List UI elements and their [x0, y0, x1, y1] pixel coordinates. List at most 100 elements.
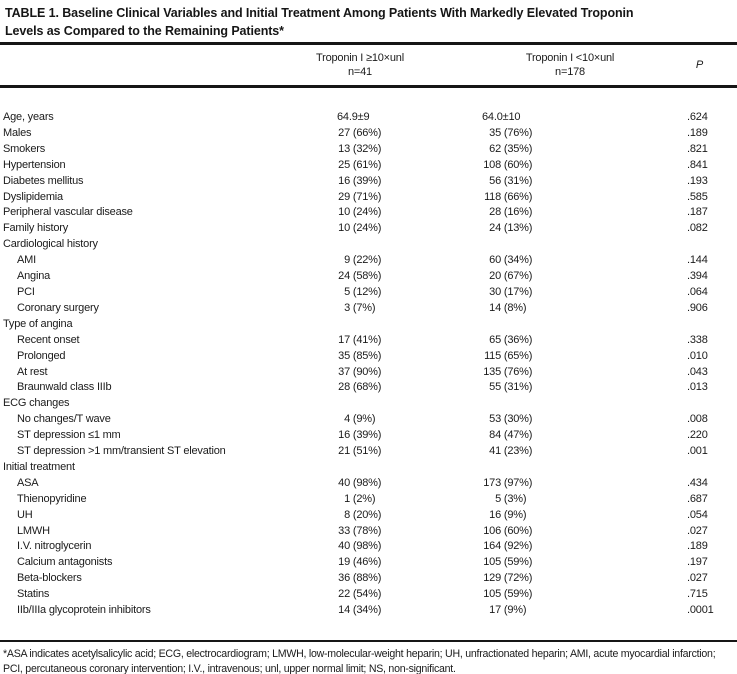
table-row: PCI 5 (12%) 30 (17%) .064 — [0, 285, 737, 301]
value-troponin-high: 9 (22%) — [332, 253, 482, 269]
value-troponin-high: 37 (90%) — [332, 365, 482, 381]
percent-value: (24%) — [350, 222, 382, 235]
percent-value: (30%) — [501, 413, 533, 426]
value-troponin-low: 115 (65%) — [482, 349, 682, 365]
percent-value: (8%) — [501, 301, 527, 314]
count-value: 10 — [338, 206, 350, 219]
percent-value: (65%) — [501, 349, 533, 362]
table-row: Smokers 13 (32%) 62 (35%) .821 — [0, 142, 737, 158]
value-troponin-low: 55 (31%) — [482, 380, 682, 396]
percent-value: (7%) — [350, 301, 376, 314]
count-value: 25 — [338, 158, 350, 171]
percent-value: (35%) — [501, 142, 533, 155]
value-troponin-high: 25 (61%) — [332, 158, 482, 174]
row-label: ST depression ≤1 mm — [17, 429, 121, 442]
table-row: Dyslipidemia 29 (71%) 118 (66%) .585 — [0, 190, 737, 206]
value-troponin-low: 5 (3%) — [482, 492, 682, 508]
value-troponin-high: 8 (20%) — [332, 508, 482, 524]
count-value: 8 — [344, 508, 350, 521]
table-row: ST depression ≤1 mm 16 (39%) 84 (47%) .220 — [0, 428, 737, 444]
percent-value: (72%) — [501, 572, 533, 585]
row-label: Smokers — [3, 142, 45, 155]
count-value: 135 — [483, 365, 501, 378]
count-value: 106 — [483, 524, 501, 537]
table-row: Prolonged 35 (85%) 115 (65%) .010 — [0, 349, 737, 365]
row-label: Diabetes mellitus — [3, 174, 84, 187]
table-row: Calcium antagonists 19 (46%) 105 (59%) .197 — [0, 555, 737, 571]
count-value: 24 — [489, 222, 501, 235]
section-header-row: Cardiological history — [0, 237, 737, 253]
percent-value: (9%) — [501, 508, 527, 521]
row-label: Age, years — [3, 111, 54, 123]
value-troponin-high — [332, 460, 482, 476]
table-row: UH 8 (20%) 16 (9%) .054 — [0, 508, 737, 524]
row-label: Hypertension — [3, 158, 66, 171]
header-troponin-high: Troponin I ≥10×unl n=41 — [316, 43, 482, 88]
p-value: .841 — [687, 158, 708, 171]
count-value: 129 — [483, 572, 501, 585]
percent-value: (92%) — [501, 540, 533, 553]
row-label: LMWH — [17, 524, 50, 537]
value-troponin-high: 17 (41%) — [332, 333, 482, 349]
count-value: 65 — [489, 333, 501, 346]
table-row: Age, years 64.9±9 64.0±10 .624 — [0, 110, 737, 126]
value-troponin-low: 64.0±10 — [482, 110, 682, 126]
count-value: 16 — [338, 429, 350, 442]
count-value: 30 — [489, 285, 501, 298]
percent-value: (36%) — [501, 333, 533, 346]
count-value: 35 — [338, 349, 350, 362]
p-value: .027 — [687, 524, 708, 537]
p-value: .082 — [687, 222, 708, 235]
count-value: 53 — [489, 413, 501, 426]
value-troponin-low: 30 (17%) — [482, 285, 682, 301]
value-troponin-high: 19 (46%) — [332, 555, 482, 571]
table-row: I.V. nitroglycerin 40 (98%) 164 (92%) .189 — [0, 539, 737, 555]
percent-value: (16%) — [501, 206, 533, 219]
value-troponin-low: 105 (59%) — [482, 587, 682, 603]
header-row: Troponin I ≥10×unl n=41 Troponin I <10×u… — [0, 43, 737, 88]
percent-value: (66%) — [350, 126, 382, 139]
table-row: Coronary surgery 3 (7%) 14 (8%) .906 — [0, 301, 737, 317]
row-label: No changes/T wave — [17, 413, 111, 426]
percent-value: (46%) — [350, 556, 382, 569]
value-troponin-low: 28 (16%) — [482, 205, 682, 221]
percent-value: (98%) — [350, 476, 382, 489]
value-troponin-low: 14 (8%) — [482, 301, 682, 317]
table-row: Recent onset 17 (41%) 65 (36%) .338 — [0, 333, 737, 349]
row-label: AMI — [17, 254, 36, 267]
count-value: 64.0±10 — [482, 111, 521, 123]
count-value: 60 — [489, 254, 501, 267]
section-header-row: Initial treatment — [0, 460, 737, 476]
percent-value: (41%) — [350, 333, 382, 346]
row-label: ST depression >1 mm/transient ST elevati… — [17, 445, 226, 458]
p-column-label: P — [695, 59, 704, 71]
table-row: Males 27 (66%) 35 (76%) .189 — [0, 126, 737, 142]
percent-value: (54%) — [350, 588, 382, 601]
p-value: .0001 — [687, 604, 714, 617]
table-title-line1: TABLE 1. Baseline Clinical Variables and… — [5, 6, 634, 20]
value-troponin-high: 40 (98%) — [332, 539, 482, 555]
p-value: .001 — [687, 445, 708, 458]
count-value: 20 — [489, 270, 501, 283]
count-value: 108 — [483, 158, 501, 171]
clinical-variables-table: Troponin I ≥10×unl n=41 Troponin I <10×u… — [0, 42, 737, 642]
percent-value: (76%) — [501, 365, 533, 378]
count-value: 33 — [338, 524, 350, 537]
row-label: At rest — [17, 365, 48, 378]
percent-value: (67%) — [501, 270, 533, 283]
value-troponin-high: 29 (71%) — [332, 190, 482, 206]
table-row: At rest 37 (90%) 135 (76%) .043 — [0, 365, 737, 381]
value-troponin-low: 17 (9%) — [482, 603, 682, 619]
row-label: Type of angina — [3, 317, 73, 330]
count-value: 62 — [489, 142, 501, 155]
count-value: 5 — [495, 492, 501, 505]
count-value: 17 — [489, 604, 501, 617]
value-troponin-low: 106 (60%) — [482, 524, 682, 540]
table-row: LMWH 33 (78%) 106 (60%) .027 — [0, 524, 737, 540]
count-value: 13 — [338, 142, 350, 155]
p-value: .144 — [687, 254, 708, 267]
value-troponin-high: 13 (32%) — [332, 142, 482, 158]
count-value: 3 — [344, 301, 350, 314]
count-value: 35 — [489, 126, 501, 139]
section-header-row: ECG changes — [0, 396, 737, 412]
